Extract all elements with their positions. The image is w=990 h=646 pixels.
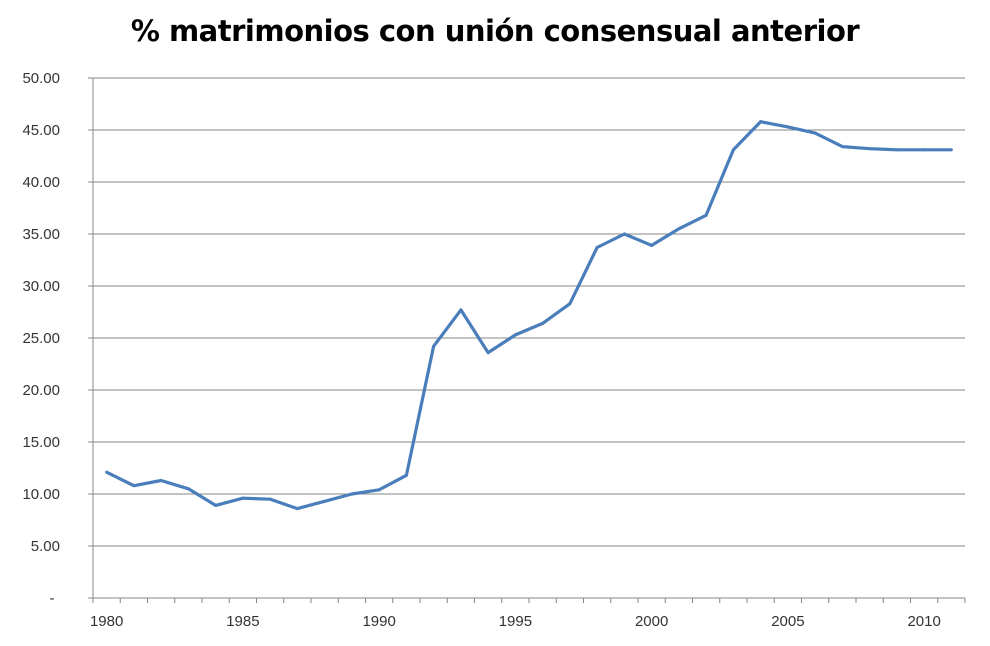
data-point bbox=[568, 302, 572, 306]
y-tick-label: 25.00 bbox=[22, 330, 60, 347]
data-point bbox=[922, 148, 926, 152]
y-tick-label: 30.00 bbox=[22, 278, 60, 295]
data-point bbox=[541, 321, 545, 325]
data-point bbox=[949, 148, 953, 152]
data-point bbox=[840, 145, 844, 149]
data-point bbox=[432, 344, 436, 348]
data-point bbox=[105, 470, 109, 474]
x-tick-label: 2010 bbox=[907, 613, 940, 630]
x-tick-label: 1980 bbox=[90, 613, 123, 630]
data-point bbox=[895, 148, 899, 152]
data-point bbox=[159, 478, 163, 482]
y-tick-label: 40.00 bbox=[22, 174, 60, 191]
x-tick-label: 2000 bbox=[635, 613, 668, 630]
data-point bbox=[868, 147, 872, 151]
y-tick-label: 35.00 bbox=[22, 226, 60, 243]
data-point bbox=[295, 507, 299, 511]
data-point bbox=[650, 243, 654, 247]
data-point bbox=[486, 351, 490, 355]
y-tick-label: 50.00 bbox=[22, 70, 60, 87]
y-tick-label: 10.00 bbox=[22, 486, 60, 503]
data-point bbox=[731, 148, 735, 152]
data-point bbox=[268, 497, 272, 501]
x-tick-label: 1995 bbox=[499, 613, 532, 630]
data-point bbox=[595, 246, 599, 250]
data-point bbox=[759, 120, 763, 124]
chart-title: % matrimonios con unión consensual anter… bbox=[130, 14, 860, 48]
data-point bbox=[513, 333, 517, 337]
y-tick-label: 45.00 bbox=[22, 122, 60, 139]
data-point bbox=[323, 499, 327, 503]
x-tick-label: 1990 bbox=[362, 613, 395, 630]
data-point bbox=[241, 496, 245, 500]
x-tick-label: 2005 bbox=[771, 613, 804, 630]
data-point bbox=[786, 125, 790, 129]
data-point bbox=[677, 227, 681, 231]
data-point bbox=[186, 487, 190, 491]
y-tick-label: 20.00 bbox=[22, 382, 60, 399]
data-point bbox=[377, 488, 381, 492]
data-point bbox=[813, 131, 817, 135]
data-point bbox=[132, 484, 136, 488]
data-point bbox=[214, 503, 218, 507]
data-point bbox=[459, 308, 463, 312]
series-line bbox=[105, 120, 952, 511]
x-tick-label: 1985 bbox=[226, 613, 259, 630]
data-point bbox=[404, 473, 408, 477]
data-point bbox=[704, 213, 708, 217]
y-tick-label: - bbox=[50, 590, 55, 607]
data-point bbox=[350, 492, 354, 496]
y-tick-label: 5.00 bbox=[31, 538, 60, 555]
y-tick-label: 15.00 bbox=[22, 434, 60, 451]
data-point bbox=[622, 232, 626, 236]
